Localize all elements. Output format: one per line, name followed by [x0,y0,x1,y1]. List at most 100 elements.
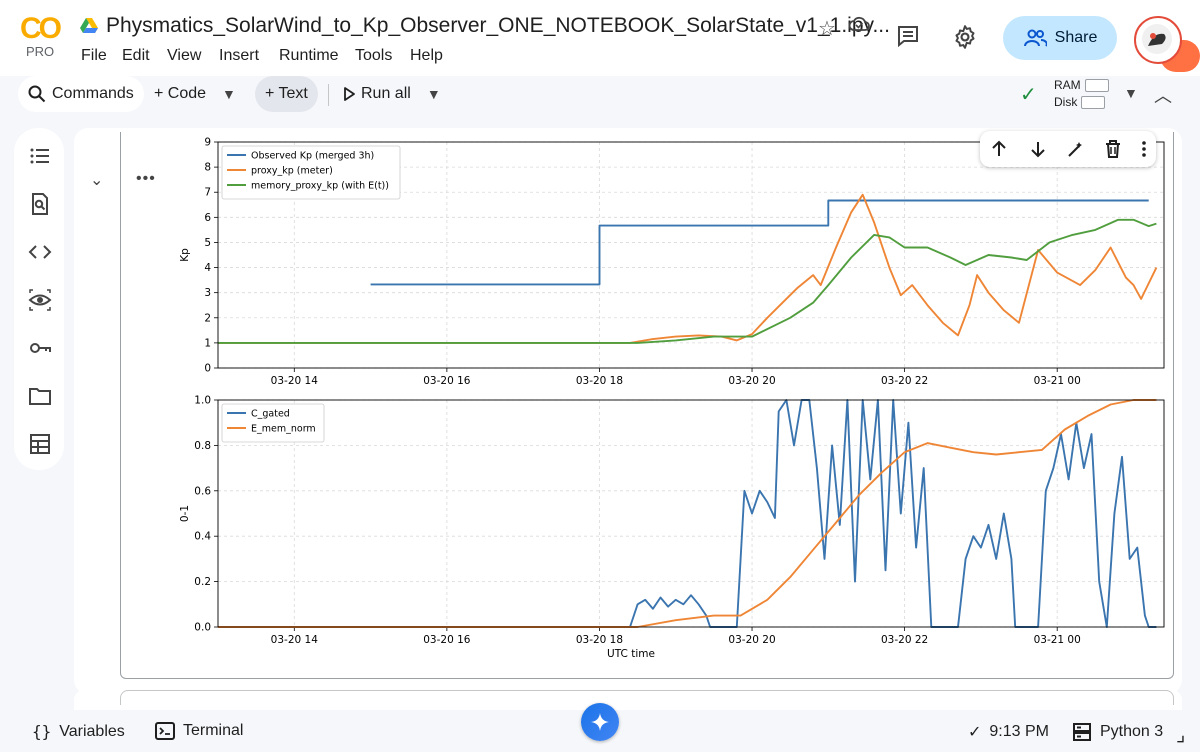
y-tick-label: 2 [204,312,211,324]
google-drive-icon[interactable] [80,18,98,39]
cell-toolbar [980,131,1156,167]
cell-more-icon[interactable]: ••• [136,170,156,187]
x-tick-label: 03-20 18 [576,375,623,387]
menu-edit[interactable]: Edit [122,47,150,64]
chevron-up-icon[interactable]: ︿ [1154,86,1172,106]
menu-tools[interactable]: Tools [355,47,393,64]
time-label: 9:13 PM [989,723,1049,740]
x-tick-label: 03-20 22 [881,634,928,646]
menu-insert[interactable]: Insert [219,47,260,64]
subplot-2: 03-20 14 03-20 16 03-20 18 03-20 20 03-20 22… [179,395,1165,660]
chevron-down-icon[interactable]: ▼ [222,86,236,102]
play-icon [344,87,355,101]
add-code-button[interactable]: + Code ▼ [144,76,246,112]
commands-button[interactable]: Commands [18,76,144,112]
cell-output-border [120,132,1174,679]
y-tick-label: 7 [204,187,211,199]
share-label: Share [1054,29,1098,46]
menu-help[interactable]: Help [410,47,443,64]
legend-frame [221,145,401,200]
y-tick-label: 0.4 [194,531,211,543]
run-all-button[interactable]: Run all ▼ [333,76,451,112]
disk-label: Disk [1054,95,1078,109]
runtime-status[interactable]: Python 3 [1072,722,1163,742]
y-tick-label: 1 [204,337,211,349]
star-icon[interactable]: ☆ [818,18,836,40]
add-text-button[interactable]: + Text [255,76,318,112]
ram-bar [1084,78,1109,92]
colab-logo[interactable]: CO PRO [18,12,66,60]
check-icon: ✓ [968,724,982,741]
x-axis-label: UTC time [607,648,655,660]
menu-file[interactable]: File [81,47,107,64]
chevron-down-icon[interactable]: ▼ [426,86,441,102]
notebook-title[interactable]: Physmatics_SolarWind_to_Kp_Observer_ONE_… [106,14,890,37]
execution-status[interactable]: ✓ 9:13 PM [968,722,1049,742]
sparkle-icon [591,713,609,731]
y-tick-label: 8 [204,162,211,174]
disk-bar [1081,95,1106,109]
toolbar-divider [328,84,329,106]
series-line-3 [218,218,1157,344]
comments-icon[interactable] [896,24,920,53]
legend-label: Observed Kp (merged 3h) [251,151,374,162]
x-tick-label: 03-20 14 [271,634,319,646]
delete-trash-icon[interactable] [1104,139,1122,159]
plot-frame [217,399,1165,628]
legend-frame [221,403,325,443]
magic-edit-icon[interactable] [1066,139,1086,159]
connected-check-icon: ✓ [1020,84,1037,106]
server-icon [1073,723,1091,741]
series-line-2 [218,399,1157,628]
series-line-2 [218,193,1158,344]
people-icon [1023,29,1047,47]
run-all-label: Run all [361,85,411,102]
data-table-icon[interactable] [28,432,52,456]
runtime-label: Python 3 [1100,723,1164,740]
y-tick-label: 5 [204,237,211,249]
subplot-1: 03-20 14 03-20 16 03-20 18 03-20 20 03-20 22… [179,137,1165,387]
legend: C_gated E_mem_norm [221,403,325,443]
plot-area [218,400,1164,627]
x-tick-label: 03-20 20 [728,634,775,646]
secrets-key-icon[interactable] [28,336,52,360]
resize-handle-icon[interactable]: ⌟ [1176,724,1186,746]
cloud-saved-icon[interactable] [848,15,870,38]
move-up-icon[interactable] [989,139,1009,159]
chevron-down-icon[interactable]: ⌄ [90,172,104,189]
menu-runtime[interactable]: Runtime [279,47,339,64]
find-icon[interactable] [28,192,52,216]
legend-label: proxy_kp (meter) [251,166,333,177]
menu-view[interactable]: View [167,47,202,64]
series-line-1 [218,399,1157,628]
x-tick-label: 03-21 00 [1034,375,1081,387]
y-tick-label: 9 [204,137,211,149]
variables-label: Variables [59,722,125,740]
resource-monitor[interactable]: RAM Disk [1054,78,1109,109]
terminal-label: Terminal [183,722,244,739]
next-cell[interactable] [74,690,1182,710]
variables-button[interactable]: {} Variables [32,722,125,741]
code-snippets-icon[interactable] [28,240,52,264]
more-vert-icon[interactable] [1141,139,1147,159]
gemini-button[interactable] [581,703,619,741]
table-of-contents-icon[interactable] [28,144,52,168]
user-avatar[interactable] [1134,16,1182,64]
series-line-1 [370,199,1149,286]
settings-gear-icon[interactable] [952,24,978,55]
share-button[interactable]: Share [1003,16,1117,60]
x-tick-label: 03-21 00 [1034,634,1081,646]
terminal-button[interactable]: Terminal [155,722,243,740]
x-tick-label: 03-20 16 [423,375,471,387]
files-folder-icon[interactable] [28,384,52,408]
x-tick-label: 03-20 16 [423,634,471,646]
y-tick-label: 0.0 [194,622,211,634]
y-tick-label: 4 [204,262,211,274]
x-tick-label: 03-20 22 [881,375,928,387]
move-down-icon[interactable] [1028,139,1048,159]
variables-inspector-icon[interactable] [28,288,52,312]
chevron-down-icon[interactable]: ▼ [1124,85,1138,101]
output-figure: 03-20 14 03-20 16 03-20 18 03-20 20 03-20 22… [179,137,1165,660]
y-tick-label: 1.0 [194,395,211,407]
ram-label: RAM [1054,78,1081,92]
